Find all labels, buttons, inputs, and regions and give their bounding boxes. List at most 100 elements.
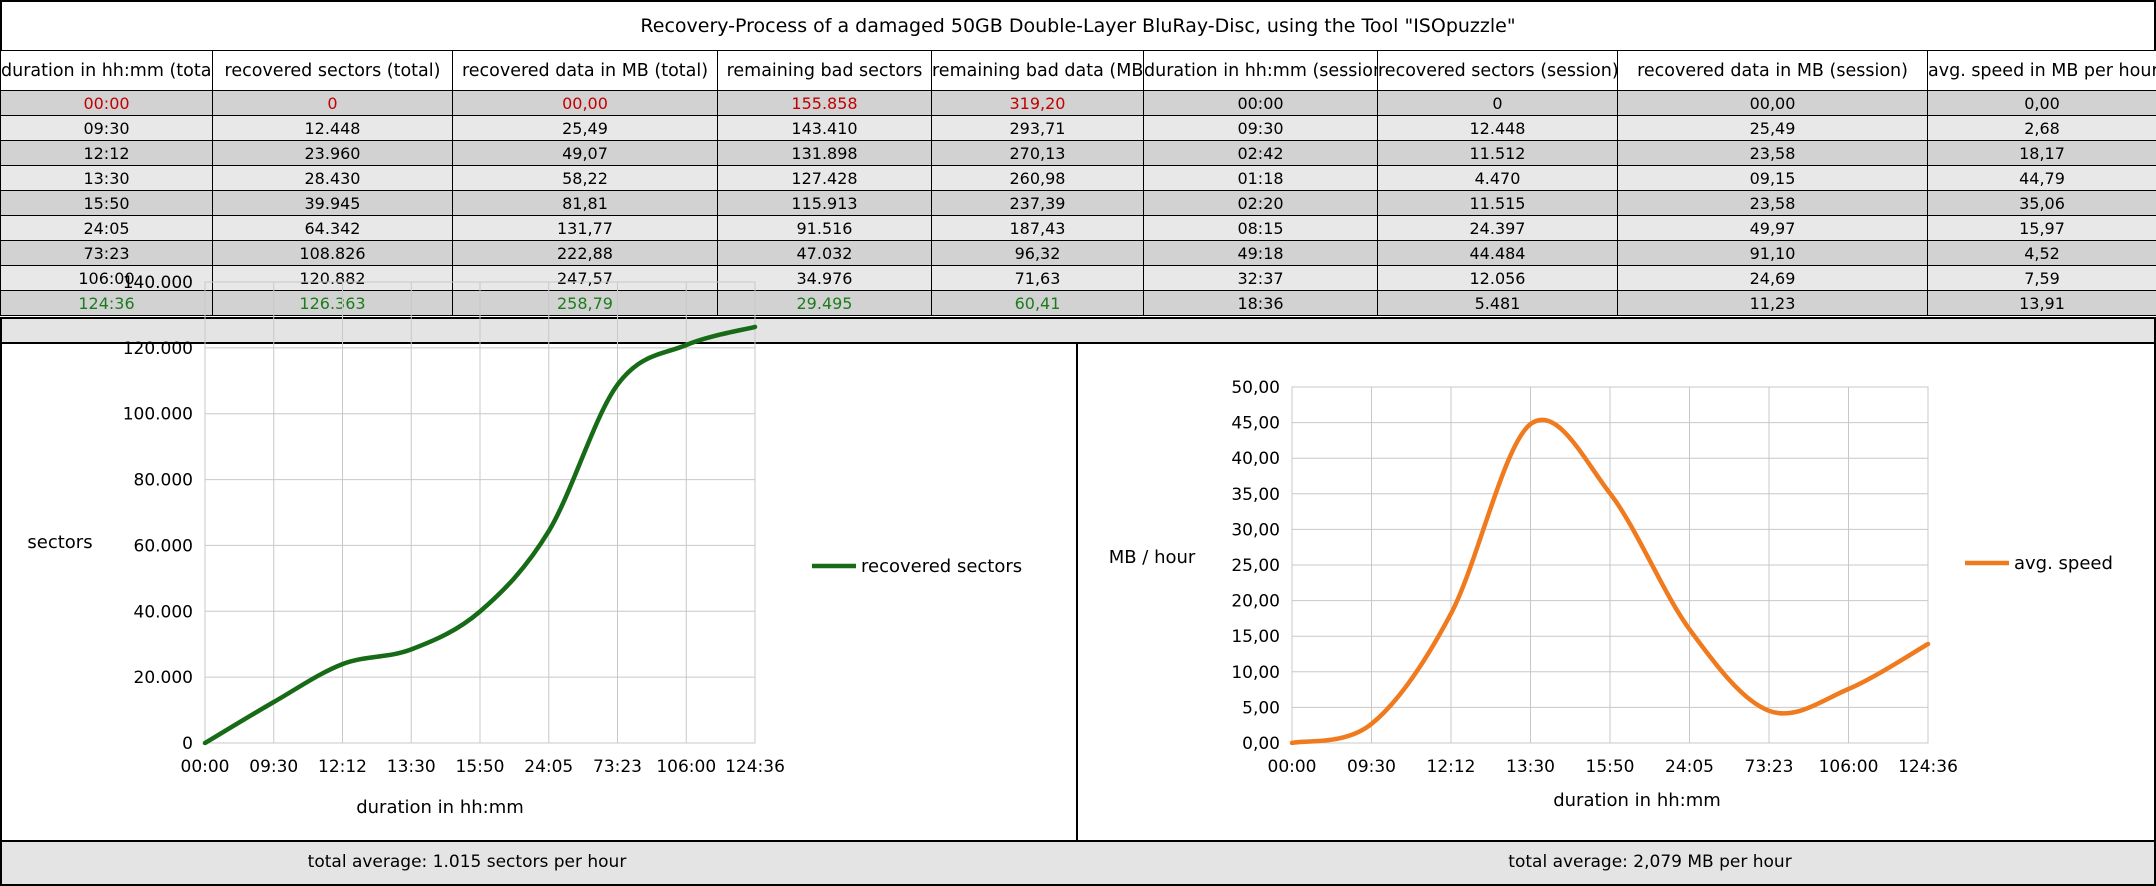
footer-row	[0, 840, 2156, 886]
x-tick-label: 106:00	[656, 757, 716, 777]
data-point	[753, 324, 757, 329]
table-cell: 0	[212, 90, 453, 116]
data-point	[1608, 491, 1612, 496]
y-tick-label: 30,00	[1231, 520, 1280, 540]
x-tick-label: 00:00	[181, 757, 230, 777]
plot-area	[1291, 386, 1929, 744]
table-cell: 222,88	[452, 240, 718, 266]
y-tick-label: 50,00	[1231, 378, 1280, 398]
table-cell: 71,63	[931, 265, 1144, 291]
x-tick-label: 12:12	[1427, 757, 1476, 777]
table-cell: 124:36	[0, 290, 213, 316]
series-line	[202, 324, 758, 746]
plot-area	[204, 281, 756, 744]
x-tick-label: 24:05	[1665, 757, 1714, 777]
y-tick-label: 80.000	[134, 471, 193, 491]
table-cell: 7,59	[1927, 265, 2156, 291]
table-cell: 09,15	[1617, 165, 1928, 191]
table-cell: 91,10	[1617, 240, 1928, 266]
y-tick-label: 60.000	[134, 536, 193, 556]
table-cell: 49:18	[1143, 240, 1378, 266]
x-axis-label: duration in hh:mm	[1553, 790, 1721, 811]
legend-label: avg. speed	[2014, 553, 2113, 574]
x-tick-label: 124:36	[1898, 757, 1958, 777]
table-cell: 23.960	[212, 140, 453, 166]
y-tick-label: 0,00	[1242, 734, 1280, 754]
table-cell: 58,22	[452, 165, 718, 191]
table-cell: 23,58	[1617, 190, 1928, 216]
table-cell: 49,97	[1617, 215, 1928, 241]
y-tick-label: 45,00	[1231, 414, 1280, 434]
data-point	[478, 609, 482, 614]
table-cell: 00,00	[452, 90, 718, 116]
table-cell: 2,68	[1927, 115, 2156, 141]
header-recovered-data-total: recovered data in MB (total)	[452, 50, 718, 91]
table-cell: 131.898	[717, 140, 932, 166]
table-cell: 81,81	[452, 190, 718, 216]
table-cell: 108.826	[212, 240, 453, 266]
y-tick-label: 35,00	[1231, 485, 1280, 505]
x-tick-label: 24:05	[524, 757, 573, 777]
x-tick-label: 124:36	[725, 757, 785, 777]
x-tick-label: 00:00	[1268, 757, 1317, 777]
table-row: 124:36 126.363 258,79 29.495 60,41 18:36 5.481…	[0, 290, 2156, 316]
header-recovered-sectors-total: recovered sectors (total)	[212, 50, 453, 91]
y-axis-label: sectors	[27, 532, 92, 553]
y-tick-label: 15,00	[1231, 627, 1280, 647]
table-cell: 106:00	[0, 265, 213, 291]
header-recovered-data-session: recovered data in MB (session)	[1617, 50, 1928, 91]
table-cell: 131,77	[452, 215, 718, 241]
sheet-title: Recovery-Process of a damaged 50GB Doubl…	[0, 0, 2156, 52]
table-row: 24:05 64.342 131,77 91.516 187,43 08:15 24.397…	[0, 215, 2156, 241]
table-row: 00:00 0 00,00 155.858 319,20 00:00 0 00,00 0,00	[0, 90, 2156, 116]
table-cell: 49,07	[452, 140, 718, 166]
table-header-row: duration in hh:mm (total) recovered sect…	[0, 50, 2156, 91]
x-tick-label: 73:23	[593, 757, 642, 777]
y-tick-label: 0	[182, 734, 193, 754]
table-cell: 00:00	[0, 90, 213, 116]
legend-label: recovered sectors	[861, 556, 1022, 577]
y-tick-label: 40.000	[134, 602, 193, 622]
table-cell: 127.428	[717, 165, 932, 191]
header-remaining-bad-sectors: remaining bad sectors	[717, 50, 932, 91]
footer-total-average-sectors: total average: 1.015 sectors per hour	[307, 852, 627, 872]
data-point	[1767, 708, 1771, 713]
data-point	[271, 700, 276, 705]
x-tick-label: 13:30	[1506, 757, 1555, 777]
table-row: 15:50 39.945 81,81 115.913 237,39 02:20 11.515…	[0, 190, 2156, 216]
header-duration-total: duration in hh:mm (total)	[0, 50, 213, 91]
x-tick-label: 15:50	[456, 757, 505, 777]
table-cell: 260,98	[931, 165, 1144, 191]
table-cell: 25,49	[1617, 115, 1928, 141]
table-cell: 73:23	[0, 240, 213, 266]
table-body: 00:00 0 00,00 155.858 319,20 00:00 0 00,00 0,00 0…	[0, 90, 2156, 316]
data-point	[684, 342, 689, 347]
speed-chart-panel	[1076, 342, 2156, 842]
header-avg-speed: avg. speed in MB per hour	[1927, 50, 2156, 91]
table-cell: 28.430	[212, 165, 453, 191]
table-cell: 18:36	[1143, 290, 1378, 316]
table-cell: 47.032	[717, 240, 932, 266]
x-tick-label: 09:30	[249, 757, 298, 777]
data-point	[1369, 721, 1374, 726]
table-cell: 11,23	[1617, 290, 1928, 316]
data-point	[1926, 641, 1930, 646]
table-cell: 12.448	[1377, 115, 1618, 141]
table-cell: 15,97	[1927, 215, 2156, 241]
table-row: 09:30 12.448 25,49 143.410 293,71 09:30 12.448…	[0, 115, 2156, 141]
x-tick-label: 12:12	[318, 757, 367, 777]
footer-total-average-speed: total average: 2,079 MB per hour	[1508, 852, 1792, 872]
x-tick-label: 09:30	[1347, 757, 1396, 777]
y-tick-label: 25,00	[1231, 556, 1280, 576]
recovery-table: duration in hh:mm (total) recovered sect…	[0, 50, 2156, 316]
y-tick-label: 40,00	[1231, 449, 1280, 469]
table-cell: 13:30	[0, 165, 213, 191]
table-cell: 24,69	[1617, 265, 1928, 291]
table-cell: 319,20	[931, 90, 1144, 116]
data-point	[546, 529, 551, 534]
table-row: 106:00 120.882 247,57 34.976 71,63 32:37 12.05…	[0, 265, 2156, 291]
table-cell: 96,32	[931, 240, 1144, 266]
x-axis-label: duration in hh:mm	[356, 797, 524, 818]
x-tick-label: 15:50	[1586, 757, 1635, 777]
